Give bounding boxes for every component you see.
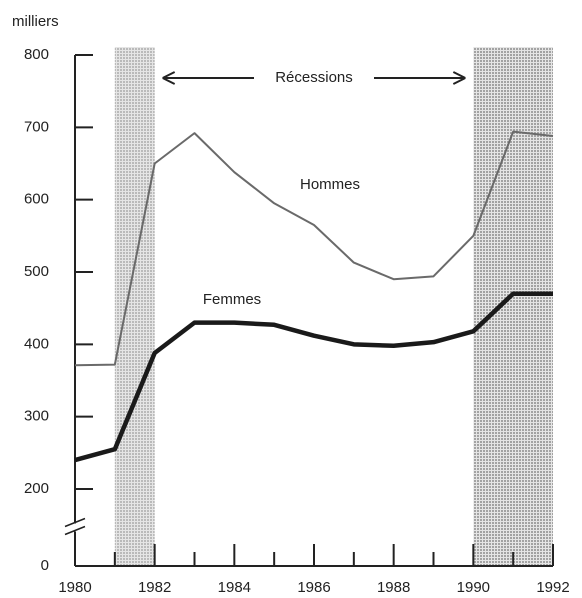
y-tick-label: 200 — [24, 480, 49, 497]
axis-break-gap — [65, 523, 85, 532]
y-tick-label: 0 — [41, 557, 49, 574]
x-tick-label: 1992 — [536, 579, 569, 596]
y-tick-label: 700 — [24, 118, 49, 135]
y-tick-label: 800 — [24, 46, 49, 63]
x-tick-label: 1980 — [58, 579, 91, 596]
x-tick-label: 1986 — [297, 579, 330, 596]
y-unit-label: milliers — [12, 13, 59, 30]
y-tick-label: 300 — [24, 408, 49, 425]
y-tick-label: 500 — [24, 263, 49, 280]
axis-break — [64, 517, 86, 536]
y-tick-label: 400 — [24, 335, 49, 352]
arrow — [162, 71, 254, 85]
recession-layer — [114, 47, 553, 566]
recession-band — [114, 47, 155, 566]
x-tick-label: 1990 — [457, 579, 490, 596]
annotation: Récessions — [275, 69, 353, 86]
recession-tint — [114, 47, 155, 566]
x-tick-label: 1988 — [377, 579, 410, 596]
recession-tint — [473, 47, 553, 566]
series-label: Hommes — [300, 176, 360, 193]
x-tick-label: 1982 — [138, 579, 171, 596]
x-tick-label: 1984 — [218, 579, 251, 596]
arrow — [374, 71, 466, 85]
series-line — [74, 130, 554, 367]
series-line — [74, 291, 553, 463]
series-label: Femmes — [203, 291, 261, 308]
y-tick-label: 600 — [24, 191, 49, 208]
